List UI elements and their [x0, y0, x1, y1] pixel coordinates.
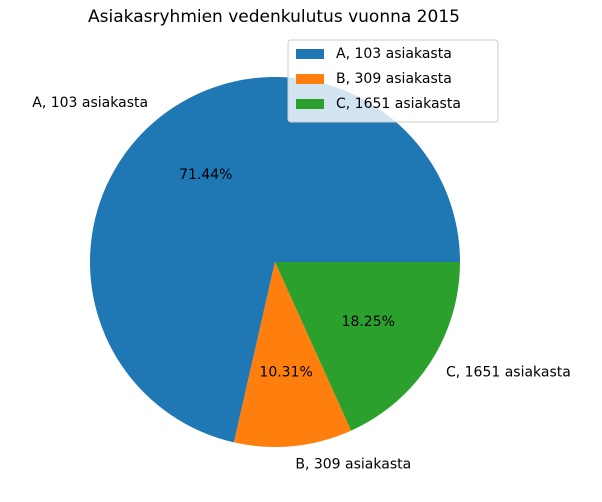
legend-swatch-a [296, 49, 324, 59]
pie-pct-label-b: 10.31% [259, 364, 312, 380]
legend-swatch-b [296, 74, 324, 84]
pie-slice-b [233, 262, 352, 447]
legend-label-c: C, 1651 asiakasta [336, 96, 461, 112]
legend-swatch-c [296, 99, 324, 109]
pie-labels: 71.44% A, 103 asiakasta 10.31% B, 309 asiak… [32, 95, 571, 473]
legend-frame [287, 39, 499, 123]
pie-outer-label-a: A, 103 asiakasta [32, 95, 148, 111]
pie-slice-c [275, 262, 460, 431]
pie-slices [89, 77, 460, 447]
pie-slice-a [89, 77, 460, 443]
chart-title: Asiakasryhmien vedenkulutus vuonna 2015 [88, 7, 460, 27]
pie-outer-label-b: B, 309 asiakasta [295, 456, 411, 472]
pie-pct-label-a: 71.44% [179, 167, 232, 183]
legend: A, 103 asiakasta B, 309 asiakasta C, 1651 … [287, 39, 499, 123]
legend-label-b: B, 309 asiakasta [336, 71, 452, 87]
pie-pct-label-c: 18.25% [342, 314, 395, 330]
pie-outer-label-c: C, 1651 asiakasta [446, 364, 571, 380]
legend-label-a: A, 103 asiakasta [336, 46, 452, 62]
